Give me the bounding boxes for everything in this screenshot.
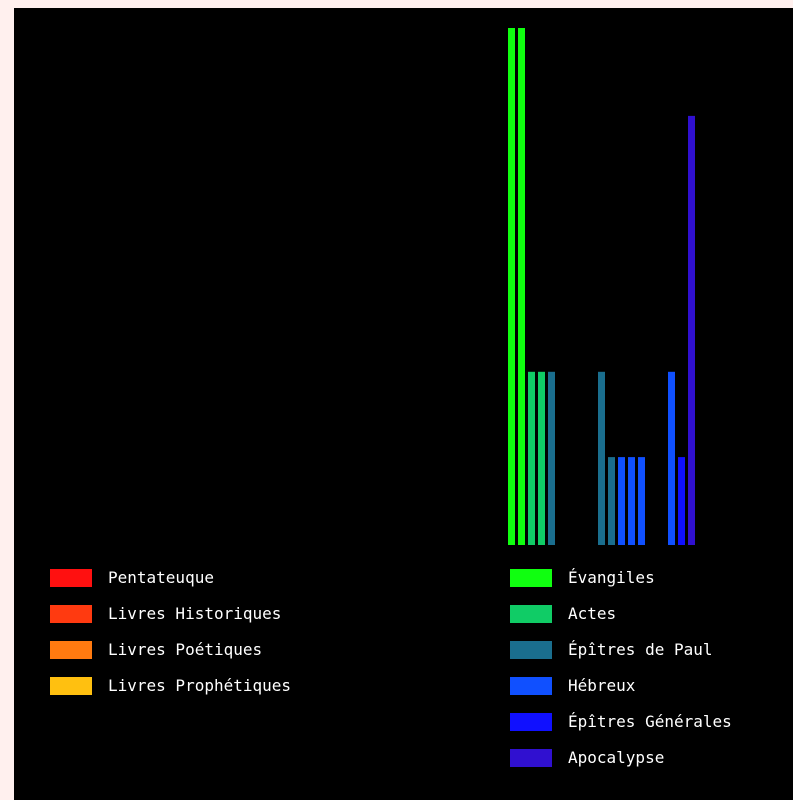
legend-label: Évangiles xyxy=(568,568,655,587)
legend-label: Apocalypse xyxy=(568,748,664,767)
legend-swatch xyxy=(50,569,92,587)
bar-actes-1 xyxy=(538,371,545,545)
legend-label: Livres Poétiques xyxy=(108,640,262,659)
bars-group xyxy=(508,28,695,545)
legend-item: Livres Poétiques xyxy=(50,640,262,659)
legend-swatch xyxy=(510,749,552,767)
legend-item: Actes xyxy=(510,604,616,623)
legend-label: Livres Historiques xyxy=(108,604,281,623)
legend-label: Épîtres de Paul xyxy=(568,640,713,659)
bar-epitres-generales-0 xyxy=(678,457,685,545)
bar-actes-0 xyxy=(528,371,535,545)
bar-hebreux-5 xyxy=(668,371,675,545)
legend-item: Livres Historiques xyxy=(50,604,281,623)
legend-label: Hébreux xyxy=(568,676,636,695)
legend-label: Actes xyxy=(568,604,616,623)
legend-label: Pentateuque xyxy=(108,568,214,587)
legend-item: Apocalypse xyxy=(510,748,664,767)
legend-label: Épîtres Générales xyxy=(568,712,732,731)
bar-hebreux-2 xyxy=(638,457,645,545)
legend-swatch xyxy=(50,641,92,659)
legend-item: Pentateuque xyxy=(50,568,214,587)
legend-swatch xyxy=(510,569,552,587)
legend-label: Livres Prophétiques xyxy=(108,676,291,695)
chart-area: Pentateuque Livres Historiques Livres Poét… xyxy=(14,8,793,800)
legend-item: Livres Prophétiques xyxy=(50,676,291,695)
bar-epitres-de-paul-6 xyxy=(608,457,615,545)
bar-chart: Pentateuque Livres Historiques Livres Poét… xyxy=(50,28,732,767)
bar-evangiles-1 xyxy=(518,28,525,545)
bar-evangiles-0 xyxy=(508,28,515,545)
legend-item: Épîtres Générales xyxy=(510,712,732,731)
legend: Pentateuque Livres Historiques Livres Poét… xyxy=(50,568,732,767)
legend-item: Évangiles xyxy=(510,568,655,587)
legend-swatch xyxy=(510,605,552,623)
legend-swatch xyxy=(50,605,92,623)
legend-swatch xyxy=(510,713,552,731)
bar-epitres-de-paul-0 xyxy=(548,371,555,545)
legend-swatch xyxy=(50,677,92,695)
legend-item: Épîtres de Paul xyxy=(510,640,713,659)
legend-item: Hébreux xyxy=(510,676,636,695)
bar-epitres-de-paul-5 xyxy=(598,371,605,545)
bar-apocalypse-0 xyxy=(688,115,695,545)
bar-hebreux-1 xyxy=(628,457,635,545)
bar-hebreux-0 xyxy=(618,457,625,545)
legend-swatch xyxy=(510,677,552,695)
legend-swatch xyxy=(510,641,552,659)
